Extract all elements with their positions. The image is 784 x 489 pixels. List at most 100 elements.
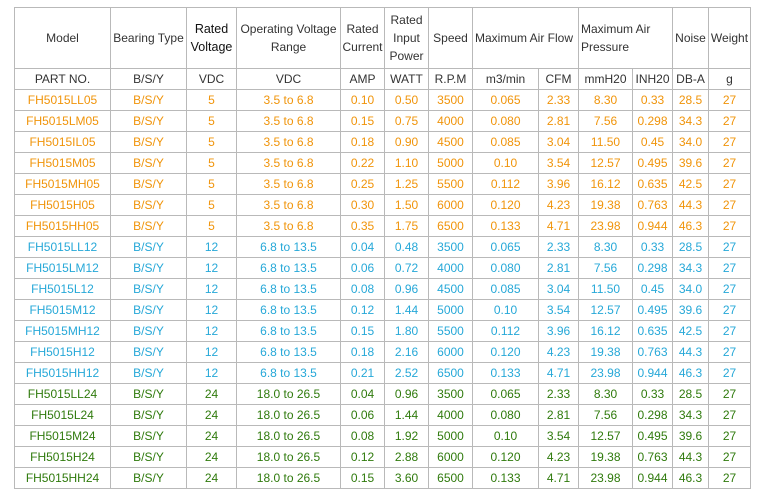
cell-weight: 27 (708, 257, 751, 279)
cell-noise: 42.5 (672, 320, 709, 342)
cell-bearing-type: B/S/Y (110, 362, 187, 384)
cell-input-power: 0.96 (384, 278, 429, 300)
cell-pressure-inh20: 0.33 (632, 89, 673, 111)
cell-rated-voltage: 5 (186, 215, 237, 237)
cell-pressure-mmh20: 7.56 (578, 404, 633, 426)
cell-weight: 27 (708, 467, 751, 489)
unit-cell: WATT (384, 68, 429, 90)
cell-rated-voltage: 12 (186, 341, 237, 363)
cell-pressure-inh20: 0.33 (632, 236, 673, 258)
cell-rated-current: 0.06 (340, 404, 385, 426)
cell-pressure-inh20: 0.944 (632, 362, 673, 384)
cell-pressure-inh20: 0.635 (632, 320, 673, 342)
table-row: FH5015M24 B/S/Y 24 18.0 to 26.5 0.08 1.92 5000… (14, 425, 751, 447)
cell-bearing-type: B/S/Y (110, 320, 187, 342)
cell-noise: 39.6 (672, 425, 709, 447)
cell-airflow-m3min: 0.065 (472, 236, 539, 258)
cell-airflow-cfm: 2.81 (538, 257, 579, 279)
cell-part-no: FH5015L12 (14, 278, 111, 300)
cell-rated-voltage: 12 (186, 278, 237, 300)
header-rated-current: Rated Current (340, 7, 385, 69)
cell-pressure-inh20: 0.298 (632, 404, 673, 426)
cell-part-no: FH5015HH12 (14, 362, 111, 384)
cell-pressure-mmh20: 11.50 (578, 131, 633, 153)
header-rated-input-power: Rated Input Power (384, 7, 429, 69)
table-row: FH5015H24 B/S/Y 24 18.0 to 26.5 0.12 2.88 6000… (14, 446, 751, 468)
cell-speed: 5500 (428, 173, 473, 195)
cell-operating-voltage: 18.0 to 26.5 (236, 383, 341, 405)
cell-part-no: FH5015M12 (14, 299, 111, 321)
cell-pressure-mmh20: 7.56 (578, 257, 633, 279)
unit-cell: B/S/Y (110, 68, 187, 90)
cell-operating-voltage: 6.8 to 13.5 (236, 341, 341, 363)
cell-airflow-cfm: 3.54 (538, 152, 579, 174)
cell-bearing-type: B/S/Y (110, 257, 187, 279)
cell-part-no: FH5015IL05 (14, 131, 111, 153)
cell-input-power: 0.50 (384, 89, 429, 111)
table-row: FH5015H12 B/S/Y 12 6.8 to 13.5 0.18 2.16 6000 0… (14, 341, 751, 363)
cell-rated-current: 0.15 (340, 110, 385, 132)
cell-pressure-mmh20: 12.57 (578, 425, 633, 447)
cell-operating-voltage: 6.8 to 13.5 (236, 320, 341, 342)
unit-cell: DB-A (672, 68, 709, 90)
cell-speed: 4000 (428, 110, 473, 132)
cell-rated-voltage: 12 (186, 320, 237, 342)
table-row: FH5015LM12 B/S/Y 12 6.8 to 13.5 0.06 0.72 4000… (14, 257, 751, 279)
unit-cell: g (708, 68, 751, 90)
cell-pressure-mmh20: 7.56 (578, 110, 633, 132)
cell-speed: 5000 (428, 299, 473, 321)
table-row: FH5015M12 B/S/Y 12 6.8 to 13.5 0.12 1.44 5000 0… (14, 299, 751, 321)
cell-bearing-type: B/S/Y (110, 341, 187, 363)
cell-airflow-cfm: 4.71 (538, 362, 579, 384)
cell-noise: 44.3 (672, 194, 709, 216)
cell-weight: 27 (708, 194, 751, 216)
cell-airflow-cfm: 3.04 (538, 278, 579, 300)
cell-operating-voltage: 6.8 to 13.5 (236, 299, 341, 321)
cell-input-power: 3.60 (384, 467, 429, 489)
unit-cell: AMP (340, 68, 385, 90)
cell-operating-voltage: 18.0 to 26.5 (236, 425, 341, 447)
table-row: FH5015MH12 B/S/Y 12 6.8 to 13.5 0.15 1.80 5500… (14, 320, 751, 342)
cell-speed: 3500 (428, 89, 473, 111)
cell-weight: 27 (708, 278, 751, 300)
cell-bearing-type: B/S/Y (110, 383, 187, 405)
cell-operating-voltage: 3.5 to 6.8 (236, 215, 341, 237)
table-row: FH5015LL12 B/S/Y 12 6.8 to 13.5 0.04 0.48 3500… (14, 236, 751, 258)
header-bearing-type: Bearing Type (110, 7, 187, 69)
cell-operating-voltage: 3.5 to 6.8 (236, 110, 341, 132)
cell-pressure-mmh20: 8.30 (578, 89, 633, 111)
cell-rated-current: 0.04 (340, 236, 385, 258)
cell-rated-current: 0.10 (340, 89, 385, 111)
header-weight: Weight (708, 7, 751, 69)
cell-input-power: 1.50 (384, 194, 429, 216)
unit-cell: VDC (186, 68, 237, 90)
cell-operating-voltage: 18.0 to 26.5 (236, 467, 341, 489)
unit-cell: CFM (538, 68, 579, 90)
cell-operating-voltage: 6.8 to 13.5 (236, 257, 341, 279)
cell-rated-voltage: 24 (186, 383, 237, 405)
cell-airflow-cfm: 2.33 (538, 236, 579, 258)
cell-part-no: FH5015M24 (14, 425, 111, 447)
cell-bearing-type: B/S/Y (110, 194, 187, 216)
cell-airflow-m3min: 0.080 (472, 257, 539, 279)
cell-speed: 6000 (428, 194, 473, 216)
cell-pressure-inh20: 0.944 (632, 215, 673, 237)
cell-airflow-cfm: 4.23 (538, 341, 579, 363)
cell-pressure-mmh20: 23.98 (578, 467, 633, 489)
cell-pressure-inh20: 0.45 (632, 131, 673, 153)
cell-pressure-inh20: 0.495 (632, 425, 673, 447)
cell-noise: 34.0 (672, 278, 709, 300)
cell-bearing-type: B/S/Y (110, 110, 187, 132)
cell-operating-voltage: 18.0 to 26.5 (236, 404, 341, 426)
cell-weight: 27 (708, 446, 751, 468)
cell-noise: 44.3 (672, 341, 709, 363)
cell-part-no: FH5015LL05 (14, 89, 111, 111)
cell-bearing-type: B/S/Y (110, 131, 187, 153)
cell-airflow-cfm: 4.23 (538, 194, 579, 216)
cell-noise: 34.3 (672, 257, 709, 279)
cell-speed: 5000 (428, 152, 473, 174)
cell-weight: 27 (708, 404, 751, 426)
cell-airflow-cfm: 2.81 (538, 404, 579, 426)
cell-pressure-mmh20: 12.57 (578, 152, 633, 174)
cell-rated-voltage: 12 (186, 299, 237, 321)
